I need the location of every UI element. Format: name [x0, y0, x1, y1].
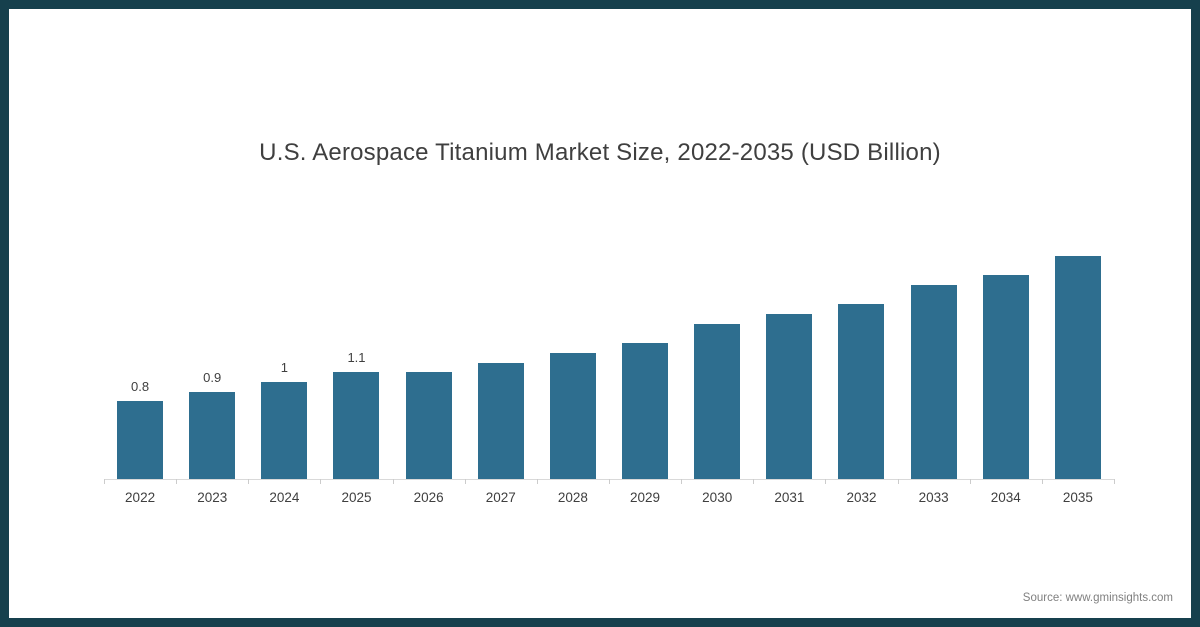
bar-slot: [825, 199, 897, 479]
x-axis-label: 2035: [1062, 490, 1093, 505]
bar-slot: [465, 199, 537, 479]
x-axis-tick: [1114, 479, 1115, 484]
bar-slot: [753, 199, 825, 479]
bar: [261, 382, 308, 479]
bar: [117, 401, 164, 479]
x-axis-label: 2023: [197, 490, 228, 505]
x-axis-tick: [609, 479, 610, 484]
bar: [189, 392, 236, 479]
x-axis-tick: [1041, 479, 1043, 484]
bar-plot-area: 0.8 0.9 1 1.1: [104, 199, 1114, 479]
x-axis-tick: [392, 479, 394, 484]
x-axis-label: 2032: [846, 490, 877, 505]
x-axis-tick: [825, 479, 827, 484]
x-axis-labels: 2022 2023 2024 2025 2026 2027 2028 2029 2030 2031…: [104, 490, 1114, 505]
bar-slot: [1042, 199, 1114, 479]
x-axis-label: 2033: [918, 490, 949, 505]
x-axis-label: 2024: [269, 490, 300, 505]
bar: [622, 343, 669, 479]
x-axis-tick: [320, 479, 322, 484]
bar: [694, 324, 741, 479]
bar-data-label: 1: [280, 360, 288, 375]
bar-slot: [537, 199, 609, 479]
bar-slot: 1.1: [320, 199, 392, 479]
x-axis-label: 2027: [485, 490, 516, 505]
bar: [405, 372, 452, 479]
bar-slot: [393, 199, 465, 479]
x-axis-label: 2025: [341, 490, 372, 505]
chart-title: U.S. Aerospace Titanium Market Size, 202…: [259, 139, 941, 166]
x-axis-tick: [464, 479, 466, 484]
bar: [982, 275, 1029, 479]
bar-slot: 1: [248, 199, 320, 479]
x-axis-tick: [104, 479, 105, 484]
x-axis-label: 2031: [774, 490, 805, 505]
bar-slot: [898, 199, 970, 479]
bar: [766, 314, 813, 479]
bar: [549, 353, 596, 479]
x-axis-label: 2022: [125, 490, 156, 505]
bar-slot: [681, 199, 753, 479]
bar-slot: [970, 199, 1042, 479]
x-axis-tick: [969, 479, 971, 484]
bar-slot: 0.9: [176, 199, 248, 479]
bar-data-label: 1.1: [347, 350, 366, 365]
bar-slot: 0.8: [104, 199, 176, 479]
bar-data-label: 0.8: [131, 379, 150, 394]
bar: [1054, 256, 1101, 479]
source-attribution: Source: www.gminsights.com: [1022, 592, 1173, 604]
x-axis-tick: [248, 479, 250, 484]
x-axis-label: 2029: [630, 490, 661, 505]
x-axis-tick: [681, 479, 683, 484]
x-axis-label: 2034: [990, 490, 1021, 505]
bar-data-label: 0.9: [203, 370, 222, 385]
bar: [333, 372, 380, 479]
x-axis-label: 2028: [557, 490, 588, 505]
x-axis-tick: [753, 479, 755, 484]
bar: [910, 285, 957, 479]
bar: [838, 304, 885, 479]
x-axis-label: 2026: [413, 490, 444, 505]
x-axis-tick: [176, 479, 178, 484]
bar: [477, 363, 524, 479]
bar-slot: [609, 199, 681, 479]
x-axis-tick: [897, 479, 899, 484]
x-axis-tick: [536, 479, 538, 484]
x-axis-label: 2030: [702, 490, 733, 505]
